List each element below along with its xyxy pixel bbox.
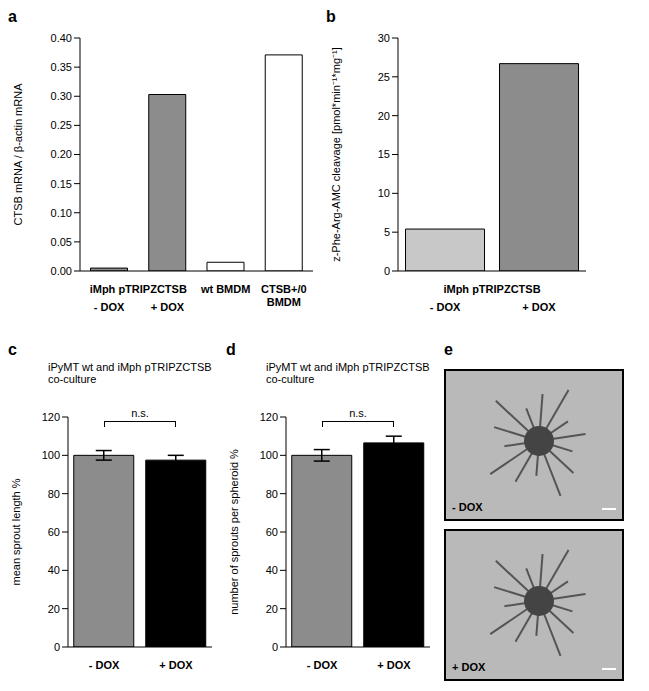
svg-text:100: 100 bbox=[42, 449, 60, 461]
svg-text:- DOX: - DOX bbox=[307, 659, 338, 671]
svg-text:iMph pTRIPZCTSB: iMph pTRIPZCTSB bbox=[443, 283, 540, 295]
svg-text:0.20: 0.20 bbox=[51, 148, 72, 160]
svg-text:+ DOX: + DOX bbox=[151, 301, 185, 313]
svg-text:120: 120 bbox=[260, 411, 278, 423]
svg-text:- DOX: - DOX bbox=[94, 301, 125, 313]
svg-text:0.25: 0.25 bbox=[51, 119, 72, 131]
svg-text:0.35: 0.35 bbox=[51, 61, 72, 73]
svg-text:0: 0 bbox=[54, 641, 60, 653]
svg-text:80: 80 bbox=[266, 488, 278, 500]
svg-text:mean sprout length %: mean sprout length % bbox=[10, 478, 22, 585]
svg-text:0: 0 bbox=[272, 641, 278, 653]
html-text:iPyMT wt and iMph pTRIPZCTSB c: iPyMT wt and iMph pTRIPZCTSB co-culture bbox=[48, 361, 212, 385]
svg-text:CTSB mRNA / β-actin mRNA: CTSB mRNA / β-actin mRNA bbox=[12, 83, 24, 226]
svg-text:wt BMDM: wt BMDM bbox=[200, 283, 251, 295]
svg-text:60: 60 bbox=[266, 526, 278, 538]
svg-text:20: 20 bbox=[266, 603, 278, 615]
html-text:n.s.: n.s. bbox=[349, 407, 367, 419]
html-text:c: c bbox=[8, 341, 17, 358]
svg-text:40: 40 bbox=[266, 564, 278, 576]
svg-text:100: 100 bbox=[260, 449, 278, 461]
html-text:b: b bbox=[326, 8, 336, 25]
svg-text:z-Phe-Arg-AMC cleavage [pmol*m: z-Phe-Arg-AMC cleavage [pmol*min⁻¹*mg⁻¹] bbox=[330, 47, 342, 262]
svg-text:120: 120 bbox=[42, 411, 60, 423]
svg-text:30: 30 bbox=[378, 32, 390, 44]
svg-text:20: 20 bbox=[378, 110, 390, 122]
svg-text:25: 25 bbox=[378, 71, 390, 83]
svg-text:number of sprouts per spheroid: number of sprouts per spheroid % bbox=[228, 449, 240, 615]
svg-text:0.40: 0.40 bbox=[51, 32, 72, 44]
svg-text:0.15: 0.15 bbox=[51, 178, 72, 190]
svg-text:+ DOX: + DOX bbox=[522, 301, 556, 313]
svg-text:20: 20 bbox=[48, 603, 60, 615]
html-text:a: a bbox=[8, 8, 17, 25]
svg-text:10: 10 bbox=[378, 187, 390, 199]
svg-text:0.05: 0.05 bbox=[51, 236, 72, 248]
svg-text:iMph pTRIPZCTSB: iMph pTRIPZCTSB bbox=[90, 283, 187, 295]
svg-text:- DOX: - DOX bbox=[89, 659, 120, 671]
svg-text:0.00: 0.00 bbox=[51, 265, 72, 277]
html-text:d: d bbox=[226, 341, 236, 358]
svg-text:- DOX: - DOX bbox=[430, 301, 461, 313]
svg-text:0: 0 bbox=[384, 265, 390, 277]
html-text:e: e bbox=[444, 341, 453, 358]
svg-text:+ DOX: + DOX bbox=[452, 661, 486, 673]
svg-text:- DOX: - DOX bbox=[452, 501, 483, 513]
svg-text:CTSB+/0BMDM: CTSB+/0BMDM bbox=[261, 283, 307, 308]
svg-text:5: 5 bbox=[384, 226, 390, 238]
svg-text:+ DOX: + DOX bbox=[159, 659, 193, 671]
svg-text:40: 40 bbox=[48, 564, 60, 576]
html-text:n.s.: n.s. bbox=[131, 407, 149, 419]
svg-text:+ DOX: + DOX bbox=[377, 659, 411, 671]
html-text:iPyMT wt and iMph pTRIPZCTSB c: iPyMT wt and iMph pTRIPZCTSB co-culture bbox=[266, 361, 430, 385]
svg-text:80: 80 bbox=[48, 488, 60, 500]
svg-text:15: 15 bbox=[378, 148, 390, 160]
svg-text:0.10: 0.10 bbox=[51, 207, 72, 219]
svg-text:0.30: 0.30 bbox=[51, 90, 72, 102]
svg-text:60: 60 bbox=[48, 526, 60, 538]
